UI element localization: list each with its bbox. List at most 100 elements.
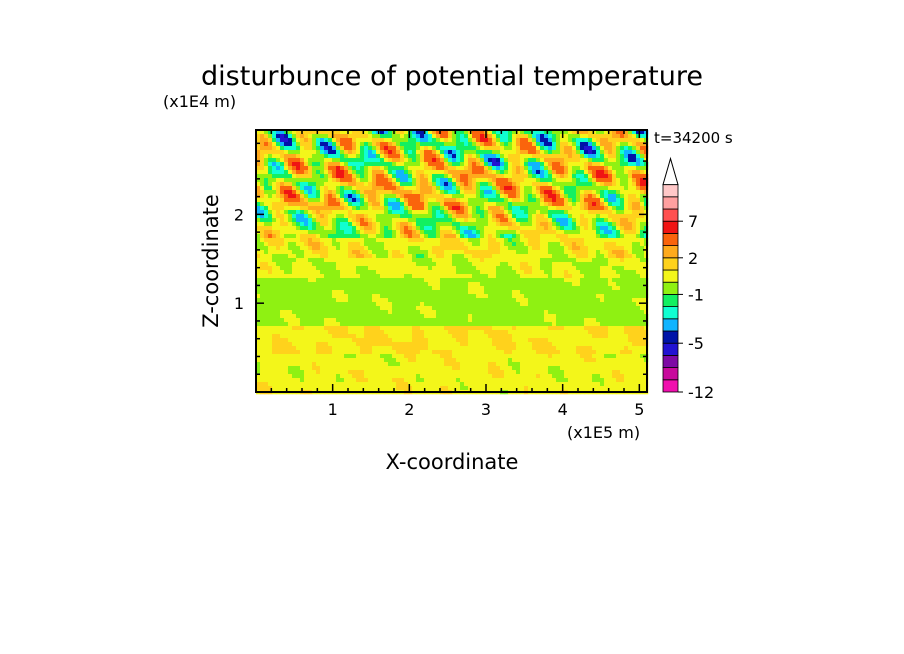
contour-cell — [344, 274, 349, 279]
contour-cell — [576, 166, 581, 171]
contour-cell — [460, 330, 465, 335]
contour-cell — [512, 206, 517, 211]
contour-cell — [632, 306, 637, 311]
contour-cell — [276, 226, 281, 231]
contour-cell — [532, 158, 537, 163]
contour-cell — [268, 138, 273, 143]
contour-cell — [536, 270, 541, 275]
contour-cell — [280, 302, 285, 307]
contour-cell — [348, 142, 353, 147]
contour-cell — [492, 238, 497, 243]
contour-cell — [320, 154, 325, 159]
contour-cell — [612, 154, 617, 159]
contour-cell — [432, 270, 437, 275]
contour-cell — [472, 134, 477, 139]
contour-cell — [452, 218, 457, 223]
contour-cell — [472, 166, 477, 171]
contour-cell — [308, 162, 313, 167]
contour-cell — [548, 158, 553, 163]
contour-cell — [360, 210, 365, 215]
contour-cell — [640, 250, 645, 255]
contour-cell — [556, 150, 561, 155]
contour-cell — [376, 150, 381, 155]
contour-cell — [488, 194, 493, 199]
contour-cell — [436, 302, 441, 307]
contour-cell — [440, 202, 445, 207]
contour-cell — [636, 262, 641, 267]
contour-cell — [572, 278, 577, 283]
contour-cell — [336, 234, 341, 239]
contour-cell — [448, 246, 453, 251]
contour-cell — [584, 266, 589, 271]
contour-cell — [480, 138, 485, 143]
contour-cell — [628, 214, 633, 219]
contour-cell — [308, 166, 313, 171]
contour-cell — [536, 210, 541, 215]
contour-cell — [456, 242, 461, 247]
contour-cell — [360, 230, 365, 235]
contour-cell — [328, 206, 333, 211]
contour-cell — [384, 198, 389, 203]
contour-cell — [580, 230, 585, 235]
contour-cell — [448, 250, 453, 255]
contour-cell — [604, 258, 609, 263]
contour-cell — [452, 154, 457, 159]
contour-cell — [632, 294, 637, 299]
contour-cell — [640, 322, 645, 327]
contour-cell — [528, 130, 533, 135]
contour-cell — [572, 154, 577, 159]
contour-cell — [600, 246, 605, 251]
contour-cell — [564, 298, 569, 303]
contour-cell — [632, 234, 637, 239]
contour-cell — [560, 146, 565, 151]
contour-cell — [420, 326, 425, 331]
contour-cell — [440, 326, 445, 331]
contour-cell — [600, 214, 605, 219]
contour-cell — [336, 270, 341, 275]
contour-cell — [596, 226, 601, 231]
contour-cell — [612, 182, 617, 187]
contour-cell — [300, 146, 305, 151]
contour-cell — [520, 250, 525, 255]
contour-cell — [496, 302, 501, 307]
contour-cell — [604, 298, 609, 303]
contour-cell — [500, 234, 505, 239]
contour-cell — [592, 130, 597, 135]
contour-cell — [620, 170, 625, 175]
contour-cell — [420, 274, 425, 279]
contour-cell — [488, 162, 493, 167]
contour-cell — [412, 226, 417, 231]
contour-cell — [312, 142, 317, 147]
contour-cell — [620, 290, 625, 295]
contour-cell — [368, 322, 373, 327]
contour-cell — [508, 306, 513, 311]
contour-cell — [440, 138, 445, 143]
contour-cell — [480, 182, 485, 187]
contour-cell — [588, 186, 593, 191]
contour-cell — [580, 166, 585, 171]
contour-cell — [612, 250, 617, 255]
contour-cell — [272, 158, 277, 163]
contour-cell — [604, 318, 609, 323]
contour-cell — [356, 142, 361, 147]
contour-cell — [500, 290, 505, 295]
contour-cell — [400, 134, 405, 139]
contour-cell — [288, 318, 293, 323]
contour-cell — [612, 330, 617, 335]
contour-cell — [324, 330, 329, 335]
contour-cell — [556, 250, 561, 255]
contour-cell — [312, 314, 317, 319]
contour-cell — [436, 262, 441, 267]
contour-cell — [328, 258, 333, 263]
contour-cell — [448, 138, 453, 143]
contour-cell — [544, 302, 549, 307]
contour-cell — [308, 218, 313, 223]
contour-cell — [496, 162, 501, 167]
contour-cell — [304, 310, 309, 315]
contour-cell — [292, 178, 297, 183]
contour-cell — [348, 230, 353, 235]
contour-cell — [404, 234, 409, 239]
contour-cell — [588, 226, 593, 231]
contour-cell — [632, 226, 637, 231]
contour-cell — [324, 258, 329, 263]
